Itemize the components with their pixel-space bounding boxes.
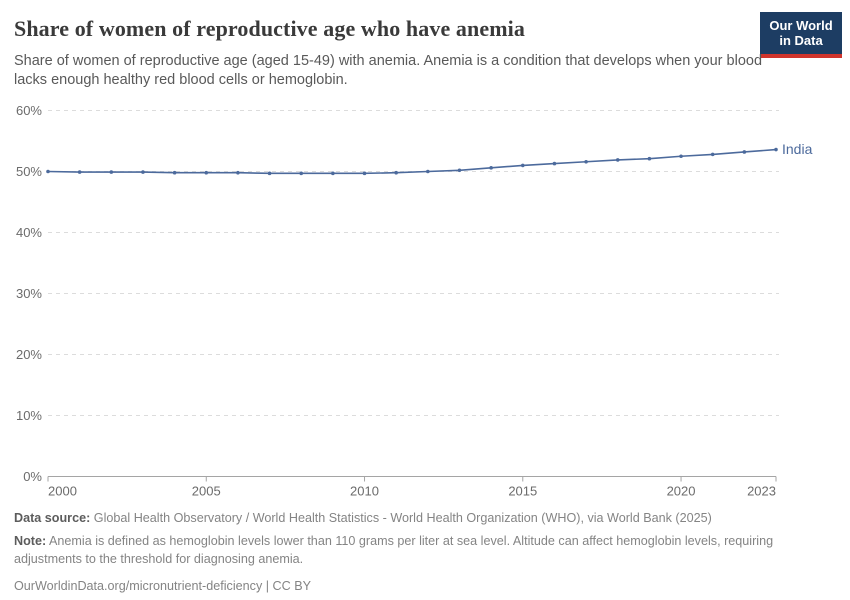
data-point[interactable] <box>331 171 335 176</box>
note-line: Note: Anemia is defined as hemoglobin le… <box>14 533 834 569</box>
chart-footer: Data source: Global Health Observatory /… <box>14 510 834 596</box>
data-point[interactable] <box>426 169 430 174</box>
y-axis-tick-label: 50% <box>16 164 42 179</box>
owid-logo[interactable]: Our World in Data <box>760 12 842 58</box>
data-point[interactable] <box>46 169 50 174</box>
series-label-india[interactable]: India <box>782 141 813 157</box>
data-point[interactable] <box>172 170 177 175</box>
data-point[interactable] <box>489 166 493 170</box>
y-axis-tick-label: 0% <box>23 469 42 484</box>
note-text: Anemia is defined as hemoglobin levels l… <box>14 533 774 566</box>
data-point[interactable] <box>236 170 240 175</box>
data-point[interactable] <box>394 170 398 175</box>
data-point[interactable] <box>299 171 304 176</box>
data-point[interactable] <box>647 156 652 161</box>
x-axis-tick-label: 2020 <box>667 484 696 499</box>
data-point[interactable] <box>109 170 114 174</box>
data-source-line: Data source: Global Health Observatory /… <box>14 510 834 528</box>
owid-logo-line1: Our World <box>769 18 833 33</box>
data-point[interactable] <box>710 152 715 157</box>
y-axis-tick-label: 20% <box>16 347 42 362</box>
data-source-text: Global Health Observatory / World Health… <box>93 511 712 525</box>
data-point[interactable] <box>742 150 747 154</box>
data-point[interactable] <box>774 147 778 152</box>
footer-link[interactable]: OurWorldinData.org/micronutrient-deficie… <box>14 578 311 593</box>
chart-subtitle: Share of women of reproductive age (aged… <box>14 53 763 89</box>
data-source-label: Data source: <box>14 511 91 525</box>
x-axis-tick-label: 2005 <box>192 484 221 499</box>
note-label: Note: <box>14 533 47 548</box>
data-point[interactable] <box>141 170 145 174</box>
page-title: Share of women of reproductive age who h… <box>14 16 525 41</box>
y-axis-tick-label: 60% <box>16 103 42 118</box>
x-axis-tick-label: 2015 <box>508 484 537 499</box>
x-axis-tick-label: 2010 <box>350 484 379 499</box>
y-axis-tick-label: 10% <box>16 408 42 423</box>
data-point[interactable] <box>520 163 525 168</box>
data-point[interactable] <box>204 170 209 175</box>
data-point[interactable] <box>362 171 367 176</box>
y-axis-tick-label: 30% <box>16 286 42 301</box>
data-point[interactable] <box>457 168 462 173</box>
y-axis-tick-label: 40% <box>16 225 42 240</box>
x-axis-tick-label: 2000 <box>48 484 77 499</box>
data-point[interactable] <box>584 159 588 164</box>
series-line-india[interactable] <box>47 148 777 175</box>
data-point[interactable] <box>679 154 683 159</box>
data-point[interactable] <box>552 161 557 166</box>
data-point[interactable] <box>267 171 272 176</box>
data-point[interactable] <box>615 158 620 162</box>
data-point[interactable] <box>77 170 82 174</box>
owid-logo-line2: in Data <box>779 33 823 49</box>
x-axis-tick-label: 2023 <box>747 484 776 499</box>
